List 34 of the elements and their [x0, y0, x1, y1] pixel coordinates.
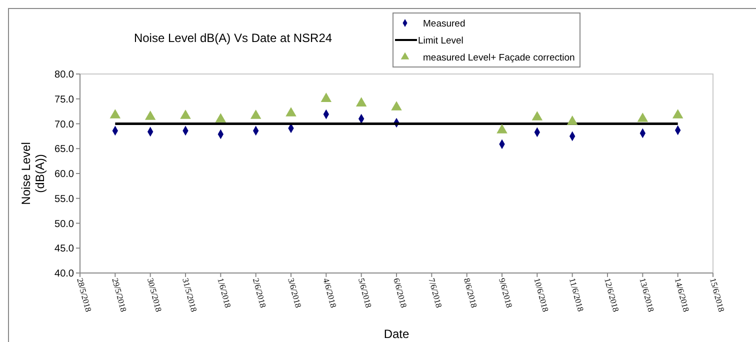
y-tick-label: 50.0: [54, 218, 74, 230]
x-axis-title: Date: [384, 327, 410, 341]
x-tick-label: 28/5/2018: [75, 276, 94, 313]
x-tick-label: 9/6/2018: [497, 276, 515, 309]
y-axis-title: Noise Level (dB(A)): [19, 142, 47, 205]
chart-title: Noise Level dB(A) Vs Date at NSR24: [134, 31, 332, 45]
y-tick-label: 55.0: [54, 194, 74, 205]
y-tick-label: 75.0: [54, 94, 74, 106]
x-tick-label: 7/6/2018: [426, 276, 444, 309]
x-tick-label: 12/6/2018: [602, 276, 622, 313]
x-tick-label: 6/6/2018: [392, 276, 410, 309]
y-tick-label: 40.0: [54, 268, 74, 280]
x-tick-label: 8/6/2018: [462, 276, 480, 309]
x-tick-label: 31/5/2018: [180, 276, 200, 313]
y-tick-label: 60.0: [54, 169, 74, 180]
legend-label: Measured: [423, 18, 466, 30]
x-tick-label: 30/5/2018: [145, 276, 164, 313]
x-tick-label: 13/6/2018: [638, 276, 656, 313]
x-tick-label: 10/6/2018: [532, 276, 551, 313]
x-tick-label: 11/6/2018: [567, 276, 586, 313]
legend-label: measured Level+ Façade correction: [423, 52, 575, 64]
x-tick-label: 4/6/2018: [321, 276, 339, 309]
x-tick-label: 15/6/2018: [708, 276, 727, 313]
x-tick-label: 5/6/2018: [356, 276, 374, 309]
y-tick-label: 65.0: [54, 144, 74, 156]
y-tick-label: 80.0: [54, 70, 74, 80]
y-tick-label: 45.0: [54, 244, 74, 255]
legend-label: Limit Level: [418, 35, 464, 46]
x-tick-label: 14/6/2018: [672, 276, 692, 313]
x-tick-label: 29/5/2018: [110, 276, 129, 313]
x-tick-label: 3/6/2018: [286, 276, 304, 309]
x-tick-label: 1/6/2018: [216, 276, 234, 309]
x-tick-label: 2/6/2018: [250, 276, 268, 309]
y-tick-label: 70.0: [54, 119, 74, 130]
